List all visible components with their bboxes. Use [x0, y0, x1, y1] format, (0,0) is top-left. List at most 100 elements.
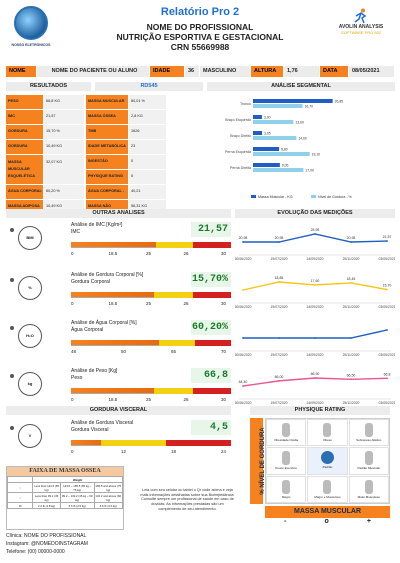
- evolution-point: [350, 241, 352, 243]
- bullet-icon: [10, 228, 14, 232]
- fat-value-label: 16,70: [305, 105, 314, 109]
- other-analyses-heading: OUTRAS ANALISES: [6, 209, 231, 218]
- evolution-value-label: 66,90: [311, 372, 320, 376]
- evolution-point: [350, 378, 352, 381]
- result-label: MASSA ÓSSEA: [86, 110, 128, 124]
- physique-cell-label: Pouco Exercício: [275, 466, 297, 471]
- gauge-tick: 30: [221, 301, 227, 306]
- result-value: [44, 170, 84, 184]
- result-label: TMB: [86, 125, 128, 139]
- physique-cell-label: Obeso: [323, 438, 332, 442]
- gauge-ticks: 0 18.5 25 26 30: [71, 397, 231, 403]
- height-value: 1,76: [284, 66, 319, 77]
- result-label: [6, 170, 43, 184]
- gauge-tick: 50: [121, 349, 127, 354]
- result-row: PESO 66,8 KG MASSA MUSCULAR 80,01 %: [6, 95, 166, 109]
- result-label: GORDURA CORPORAL - KG: [6, 140, 43, 154]
- results-table: PESO 66,8 KG MASSA MUSCULAR 80,01 % IMC 21,57…: [6, 95, 166, 215]
- gauge-icon: BMI: [18, 226, 42, 250]
- name-label: NOME: [6, 66, 36, 77]
- physique-cell-label: Padrão Muscular: [357, 466, 381, 471]
- bone-cell: 99.2 ~ 132.2 (45 kg ~ 60 kg): [59, 492, 95, 503]
- result-row: MASSA MUSCULAR ESQUELÉTICA 32,07 KG INGEST…: [6, 155, 166, 184]
- gauge-title-text: Análise de Peso [Kg]: [71, 368, 118, 374]
- physique-cell: Magro e Musculoso: [307, 475, 348, 503]
- evolution-point: [242, 385, 244, 387]
- physique-cell: Padrão Muscular: [348, 447, 389, 475]
- name-value: NOME DO PACIENTE OU ALUNO: [37, 66, 149, 77]
- evolution-value-label: 66,8: [384, 372, 391, 376]
- evolution-value-label: 64,40: [239, 380, 248, 384]
- gauge-tick: 26: [183, 397, 189, 402]
- bone-cell: 143.6 ~ 165.5 (65 kg ~ 75 kg): [59, 482, 95, 493]
- physique-cell-label: Magro: [281, 494, 291, 499]
- result-value: 32,07 KG: [44, 155, 84, 184]
- minus-symbol: -: [284, 518, 287, 525]
- gauge-title: Análise de Água Corporal [%] Água Corpora…: [71, 320, 191, 333]
- fat-value-label: 19,10: [312, 153, 321, 157]
- evolution-line: [243, 233, 388, 243]
- bone-mass-table: FAIXA DE MASSA OSSEA Weight ♀ Less than …: [6, 466, 124, 530]
- footer-phone: Telefone: (00) 00000-0000: [6, 549, 65, 555]
- result-value: 40,21: [129, 185, 166, 199]
- segment-label: Braço Direito: [230, 134, 251, 138]
- gauge-icon: H₂O: [18, 324, 42, 348]
- physique-cell-label: Sobrepeso Atlético: [356, 438, 382, 442]
- gauge-tick: 70: [221, 349, 227, 354]
- result-label: MASSA MUSCULAR: [86, 95, 128, 109]
- muscle-value-label: 26,85: [335, 100, 344, 104]
- gauge-block: % Análise de Gordura Corporal [%] Gordura …: [6, 272, 231, 328]
- brand-logo-left: NOSSO ELETRÔNICOS: [10, 6, 52, 58]
- gauge-icon: %: [18, 276, 42, 300]
- gauge-tick: 30: [221, 251, 227, 256]
- gauge-value: 66,8: [191, 368, 231, 383]
- segment-label: Braço Esquerdo: [225, 118, 251, 122]
- gauge-bar: [71, 292, 231, 298]
- plus-symbol: +: [366, 518, 371, 525]
- gauge-tick: 26: [183, 251, 189, 256]
- result-value: 66,8 KG: [44, 95, 84, 109]
- brand-logo-right: AVOLIN ANALYSIS SOFTWARE PRO 602: [330, 8, 392, 48]
- physique-cell: Padrão: [307, 447, 348, 475]
- muscle-bar: [253, 131, 263, 135]
- gauge-tick: 18: [171, 449, 177, 454]
- evolution-value-label: 21,57: [383, 235, 392, 239]
- muscle-value-label: 3,00: [264, 116, 271, 120]
- gauge-fill-mid: [154, 292, 193, 298]
- circle-symbol: o: [324, 518, 329, 525]
- result-value: 10,49 KG: [44, 140, 84, 154]
- evolution-date-label: 24/09/2020: [307, 353, 324, 357]
- fat-value-label: 14,60: [298, 137, 307, 141]
- qr-note: Leia com seu celular ou tablet o Qr code…: [140, 488, 235, 511]
- evolution-date-label: 03/05/2021: [379, 353, 395, 357]
- gauge-tick: 18.5: [108, 397, 118, 402]
- result-value: 1626: [129, 125, 166, 139]
- physique-scale: - o +: [265, 518, 390, 528]
- evolution-line: [242, 377, 388, 387]
- result-value: 15,70 %: [44, 125, 84, 139]
- evolution-point: [350, 337, 352, 339]
- evolution-point: [278, 281, 280, 283]
- result-value: 23: [129, 140, 166, 154]
- result-value: 0: [129, 155, 166, 169]
- segmental-heading: ANÁLISE SEGMENTAL: [207, 82, 395, 91]
- evolution-date-label: 25/11/2020: [343, 401, 360, 405]
- fat-bar: [253, 136, 297, 140]
- segment-label: Tronco: [240, 102, 251, 106]
- evolution-date-label: 30/06/2020: [235, 353, 252, 357]
- date-label: DATA: [320, 66, 348, 77]
- result-label: IDADE METABÓLICA: [86, 140, 128, 154]
- evolution-date-label: 03/05/2021: [379, 257, 395, 261]
- result-label: GORDURA CORPORAL: [6, 125, 43, 139]
- gauge-fill-low: [71, 440, 102, 446]
- gauge-tick: 0: [71, 301, 74, 306]
- evolution-point: [314, 233, 316, 235]
- evolution-value-label: 20,98: [275, 236, 284, 240]
- gauge-value: 60,20%: [191, 320, 231, 335]
- evolution-chart: 30/06/2020 18,85 19/07/2020 17,60 24/09/2020…: [235, 276, 395, 309]
- evolution-point: [386, 288, 388, 291]
- result-label: IMC: [6, 110, 43, 124]
- gauge-ticks: 0 18.5 25 26 30: [71, 301, 231, 307]
- gauge-block: H₂O Análise de Água Corporal [%] Água Corp…: [6, 320, 231, 376]
- gauge-title-text: Análise de IMC [Kg/m²]: [71, 222, 123, 228]
